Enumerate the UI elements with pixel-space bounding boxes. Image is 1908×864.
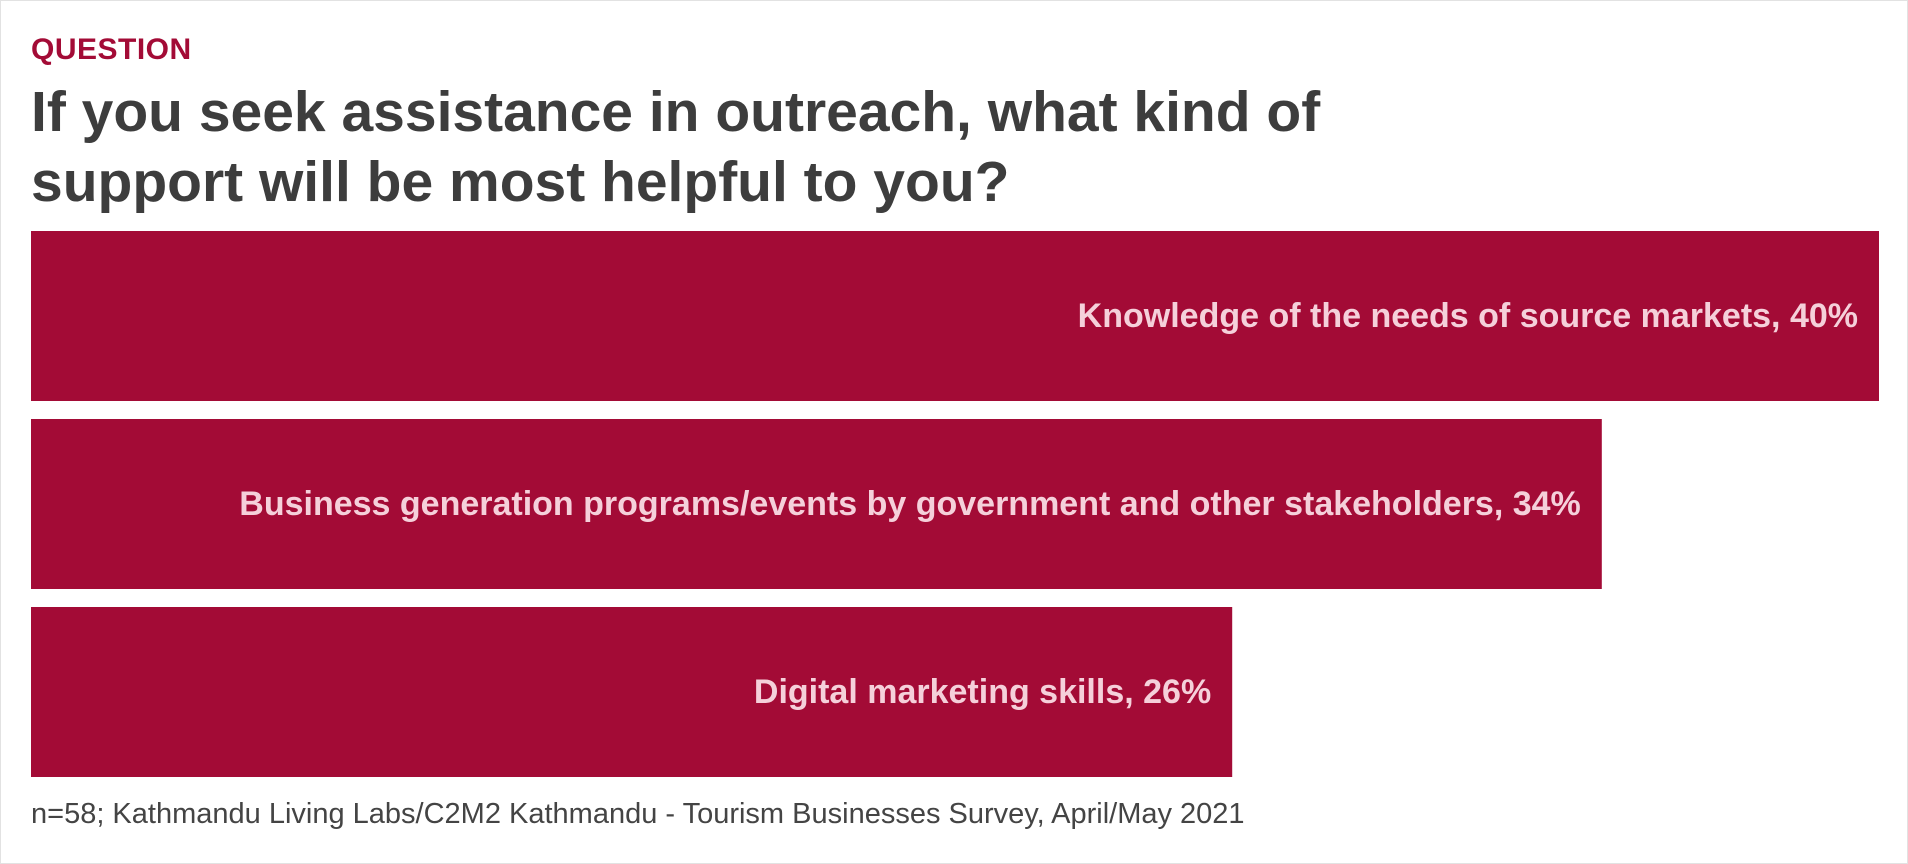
chart-title: If you seek assistance in outreach, what… <box>31 80 1321 214</box>
source-note: n=58; Kathmandu Living Labs/C2M2 Kathman… <box>31 798 1245 830</box>
bar-3 <box>31 607 1233 777</box>
bar-label-3: Digital marketing skills, 26% <box>754 673 1211 711</box>
bar-1 <box>31 231 1879 401</box>
bar-2 <box>31 419 1602 589</box>
bar-label-2: Business generation programs/events by g… <box>239 485 1581 523</box>
question-eyebrow: QUESTION <box>31 33 192 66</box>
bar-label-1: Knowledge of the needs of source markets… <box>1078 297 1858 335</box>
